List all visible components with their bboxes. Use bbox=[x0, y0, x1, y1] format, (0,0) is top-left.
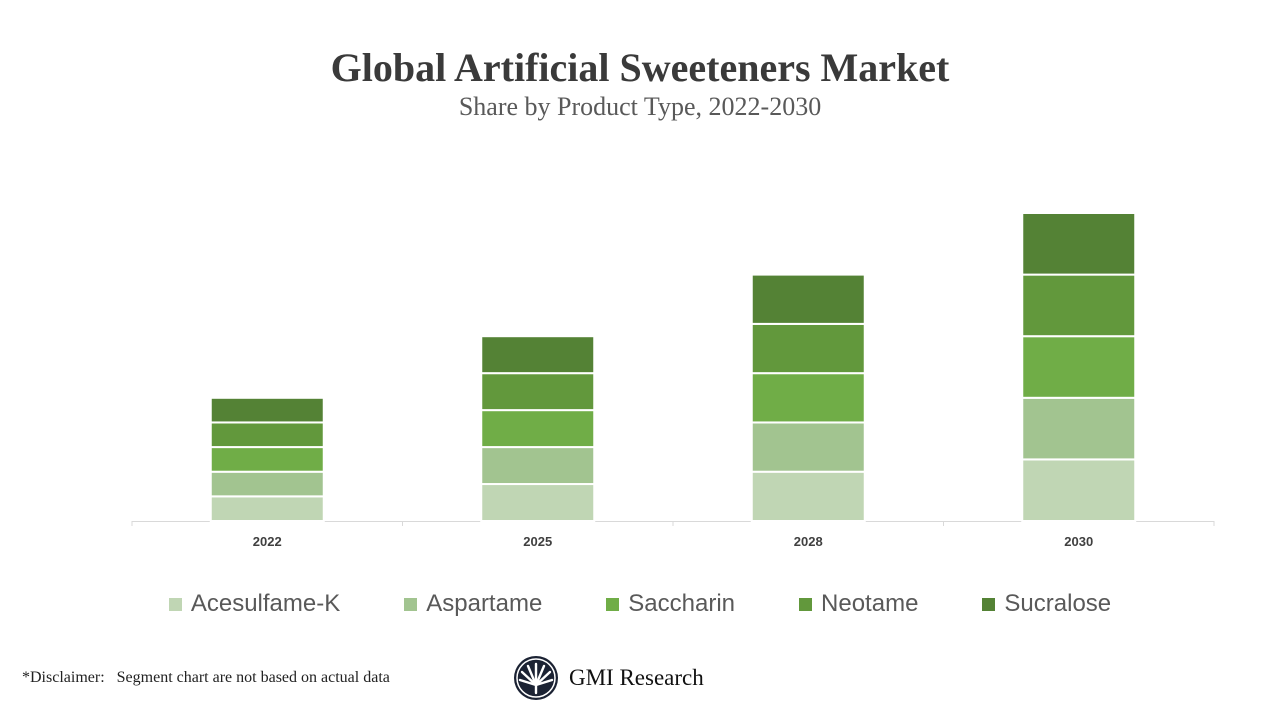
bar-segment-acesulfame-k-2030 bbox=[1021, 458, 1137, 522]
legend-item: Acesulfame-K bbox=[168, 590, 341, 618]
bar-segment-neotame-2025 bbox=[480, 372, 596, 412]
legend-swatch bbox=[168, 597, 182, 611]
legend-label: Neotame bbox=[821, 590, 919, 617]
legend-label: Acesulfame-K bbox=[190, 590, 341, 617]
x-tick-label: 2025 bbox=[523, 534, 552, 549]
legend-item: Aspartame bbox=[404, 590, 542, 618]
legend-swatch bbox=[799, 597, 813, 611]
brand-logo: GMI Research bbox=[513, 655, 704, 701]
x-tick-label: 2030 bbox=[1064, 534, 1093, 549]
bar-segment-sucralose-2022 bbox=[209, 396, 325, 424]
bar-segment-neotame-2022 bbox=[209, 421, 325, 449]
x-tick-label: 2028 bbox=[794, 534, 823, 549]
legend-swatch bbox=[404, 597, 418, 611]
bar-segment-saccharin-2025 bbox=[480, 409, 596, 449]
legend-label: Sucralose bbox=[1004, 590, 1112, 617]
bar-segment-aspartame-2025 bbox=[480, 446, 596, 486]
bar-segment-sucralose-2028 bbox=[750, 273, 866, 325]
disclaimer: *Disclaimer: Segment chart are not based… bbox=[22, 669, 390, 686]
legend-label: Saccharin bbox=[628, 590, 736, 617]
brand-name: GMI Research bbox=[569, 665, 704, 690]
chart-title: Global Artificial Sweeteners Market bbox=[330, 45, 950, 90]
bar-segment-sucralose-2025 bbox=[480, 335, 596, 375]
chart-subtitle: Share by Product Type, 2022-2030 bbox=[458, 92, 822, 121]
bar-segment-neotame-2030 bbox=[1021, 273, 1137, 338]
logo-icon bbox=[514, 656, 558, 700]
bar-segment-neotame-2028 bbox=[750, 322, 866, 375]
bar-segment-aspartame-2022 bbox=[209, 470, 325, 498]
legend-item: Neotame bbox=[799, 590, 918, 618]
legend-label: Aspartame bbox=[426, 590, 543, 617]
bar-segment-saccharin-2022 bbox=[209, 446, 325, 473]
legend-item: Sucralose bbox=[982, 590, 1111, 618]
x-tick-label: 2022 bbox=[253, 534, 282, 549]
bar-segment-aspartame-2028 bbox=[750, 421, 866, 473]
bar-segment-acesulfame-k-2025 bbox=[480, 483, 596, 523]
bar-segment-sucralose-2030 bbox=[1021, 212, 1137, 276]
bar-segment-saccharin-2028 bbox=[750, 372, 866, 424]
legend: Acesulfame-K Aspartame Saccharin Neotame Suc… bbox=[0, 590, 1280, 618]
bar-segment-saccharin-2030 bbox=[1021, 335, 1137, 399]
legend-swatch bbox=[606, 597, 620, 611]
bar-segment-acesulfame-k-2028 bbox=[750, 470, 866, 522]
bar-segment-acesulfame-k-2022 bbox=[209, 495, 325, 522]
bar-segment-aspartame-2030 bbox=[1021, 396, 1137, 461]
legend-swatch bbox=[982, 597, 996, 611]
legend-item: Saccharin bbox=[606, 590, 735, 618]
